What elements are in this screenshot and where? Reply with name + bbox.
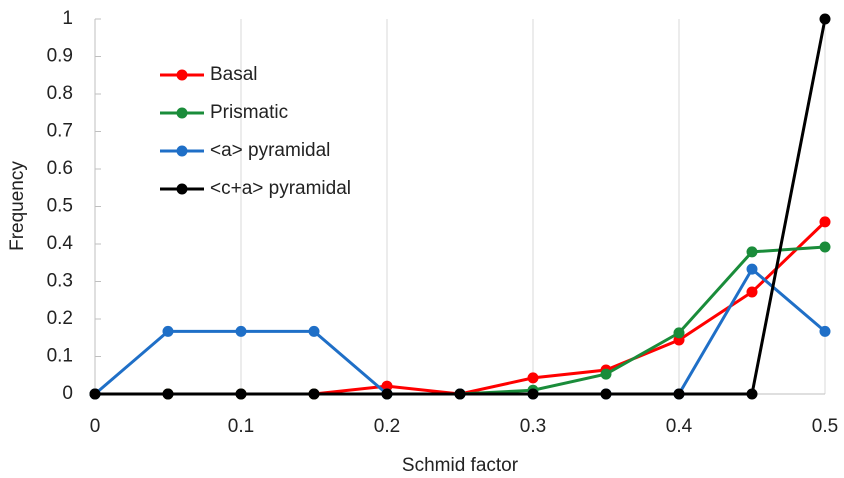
data-point xyxy=(162,388,174,400)
data-point xyxy=(673,327,685,339)
series-line xyxy=(95,18,827,396)
y-tick-label: 0.7 xyxy=(47,121,73,142)
legend-marker xyxy=(176,183,188,195)
data-point xyxy=(819,325,831,337)
data-point xyxy=(600,368,612,380)
data-point xyxy=(235,325,247,337)
x-tick-label: 0.3 xyxy=(520,416,546,437)
series-line xyxy=(95,245,826,396)
data-point xyxy=(746,286,758,298)
data-point xyxy=(381,380,393,392)
y-tick-label: 0 xyxy=(62,383,73,404)
x-tick-label: 0.2 xyxy=(374,416,400,437)
data-point xyxy=(819,216,831,228)
x-axis-label: Schmid factor xyxy=(402,455,519,476)
x-tick-label: 0.4 xyxy=(666,416,693,437)
data-point xyxy=(746,263,758,275)
data-point xyxy=(600,388,612,400)
y-tick-label: 0.6 xyxy=(47,158,73,179)
data-point xyxy=(819,241,831,253)
y-tick-label: 0.5 xyxy=(47,196,73,217)
legend-marker xyxy=(176,69,188,81)
data-point xyxy=(308,388,320,400)
data-point xyxy=(162,325,174,337)
data-point xyxy=(819,13,831,25)
legend-marker xyxy=(176,107,188,119)
y-tick-label: 1 xyxy=(62,8,73,29)
y-tick-label: 0.8 xyxy=(47,83,73,104)
y-tick-label: 0.9 xyxy=(47,46,73,67)
data-point xyxy=(454,388,466,400)
data-point xyxy=(746,388,758,400)
data-point xyxy=(235,388,247,400)
legend-label: <a> pyramidal xyxy=(210,140,330,161)
legend-label: <c+a> pyramidal xyxy=(210,178,351,199)
series-line xyxy=(95,220,827,396)
y-tick-label: 0.1 xyxy=(47,346,73,367)
y-axis-label: Frequency xyxy=(7,161,28,251)
data-point xyxy=(308,325,320,337)
y-tick-label: 0.3 xyxy=(47,271,73,292)
legend-label: Prismatic xyxy=(210,102,288,123)
data-point xyxy=(746,246,758,258)
data-point xyxy=(527,372,539,384)
series-line xyxy=(94,266,826,396)
data-point xyxy=(381,388,393,400)
x-tick-label: 0 xyxy=(90,416,101,437)
x-tick-label: 0.5 xyxy=(812,416,838,437)
data-point xyxy=(527,388,539,400)
data-point xyxy=(673,388,685,400)
legend-label: Basal xyxy=(210,64,258,85)
y-tick-label: 0.2 xyxy=(47,308,73,329)
data-point xyxy=(89,388,101,400)
x-tick-label: 0.1 xyxy=(228,416,254,437)
y-tick-label: 0.4 xyxy=(47,233,74,254)
legend-marker xyxy=(176,145,188,157)
